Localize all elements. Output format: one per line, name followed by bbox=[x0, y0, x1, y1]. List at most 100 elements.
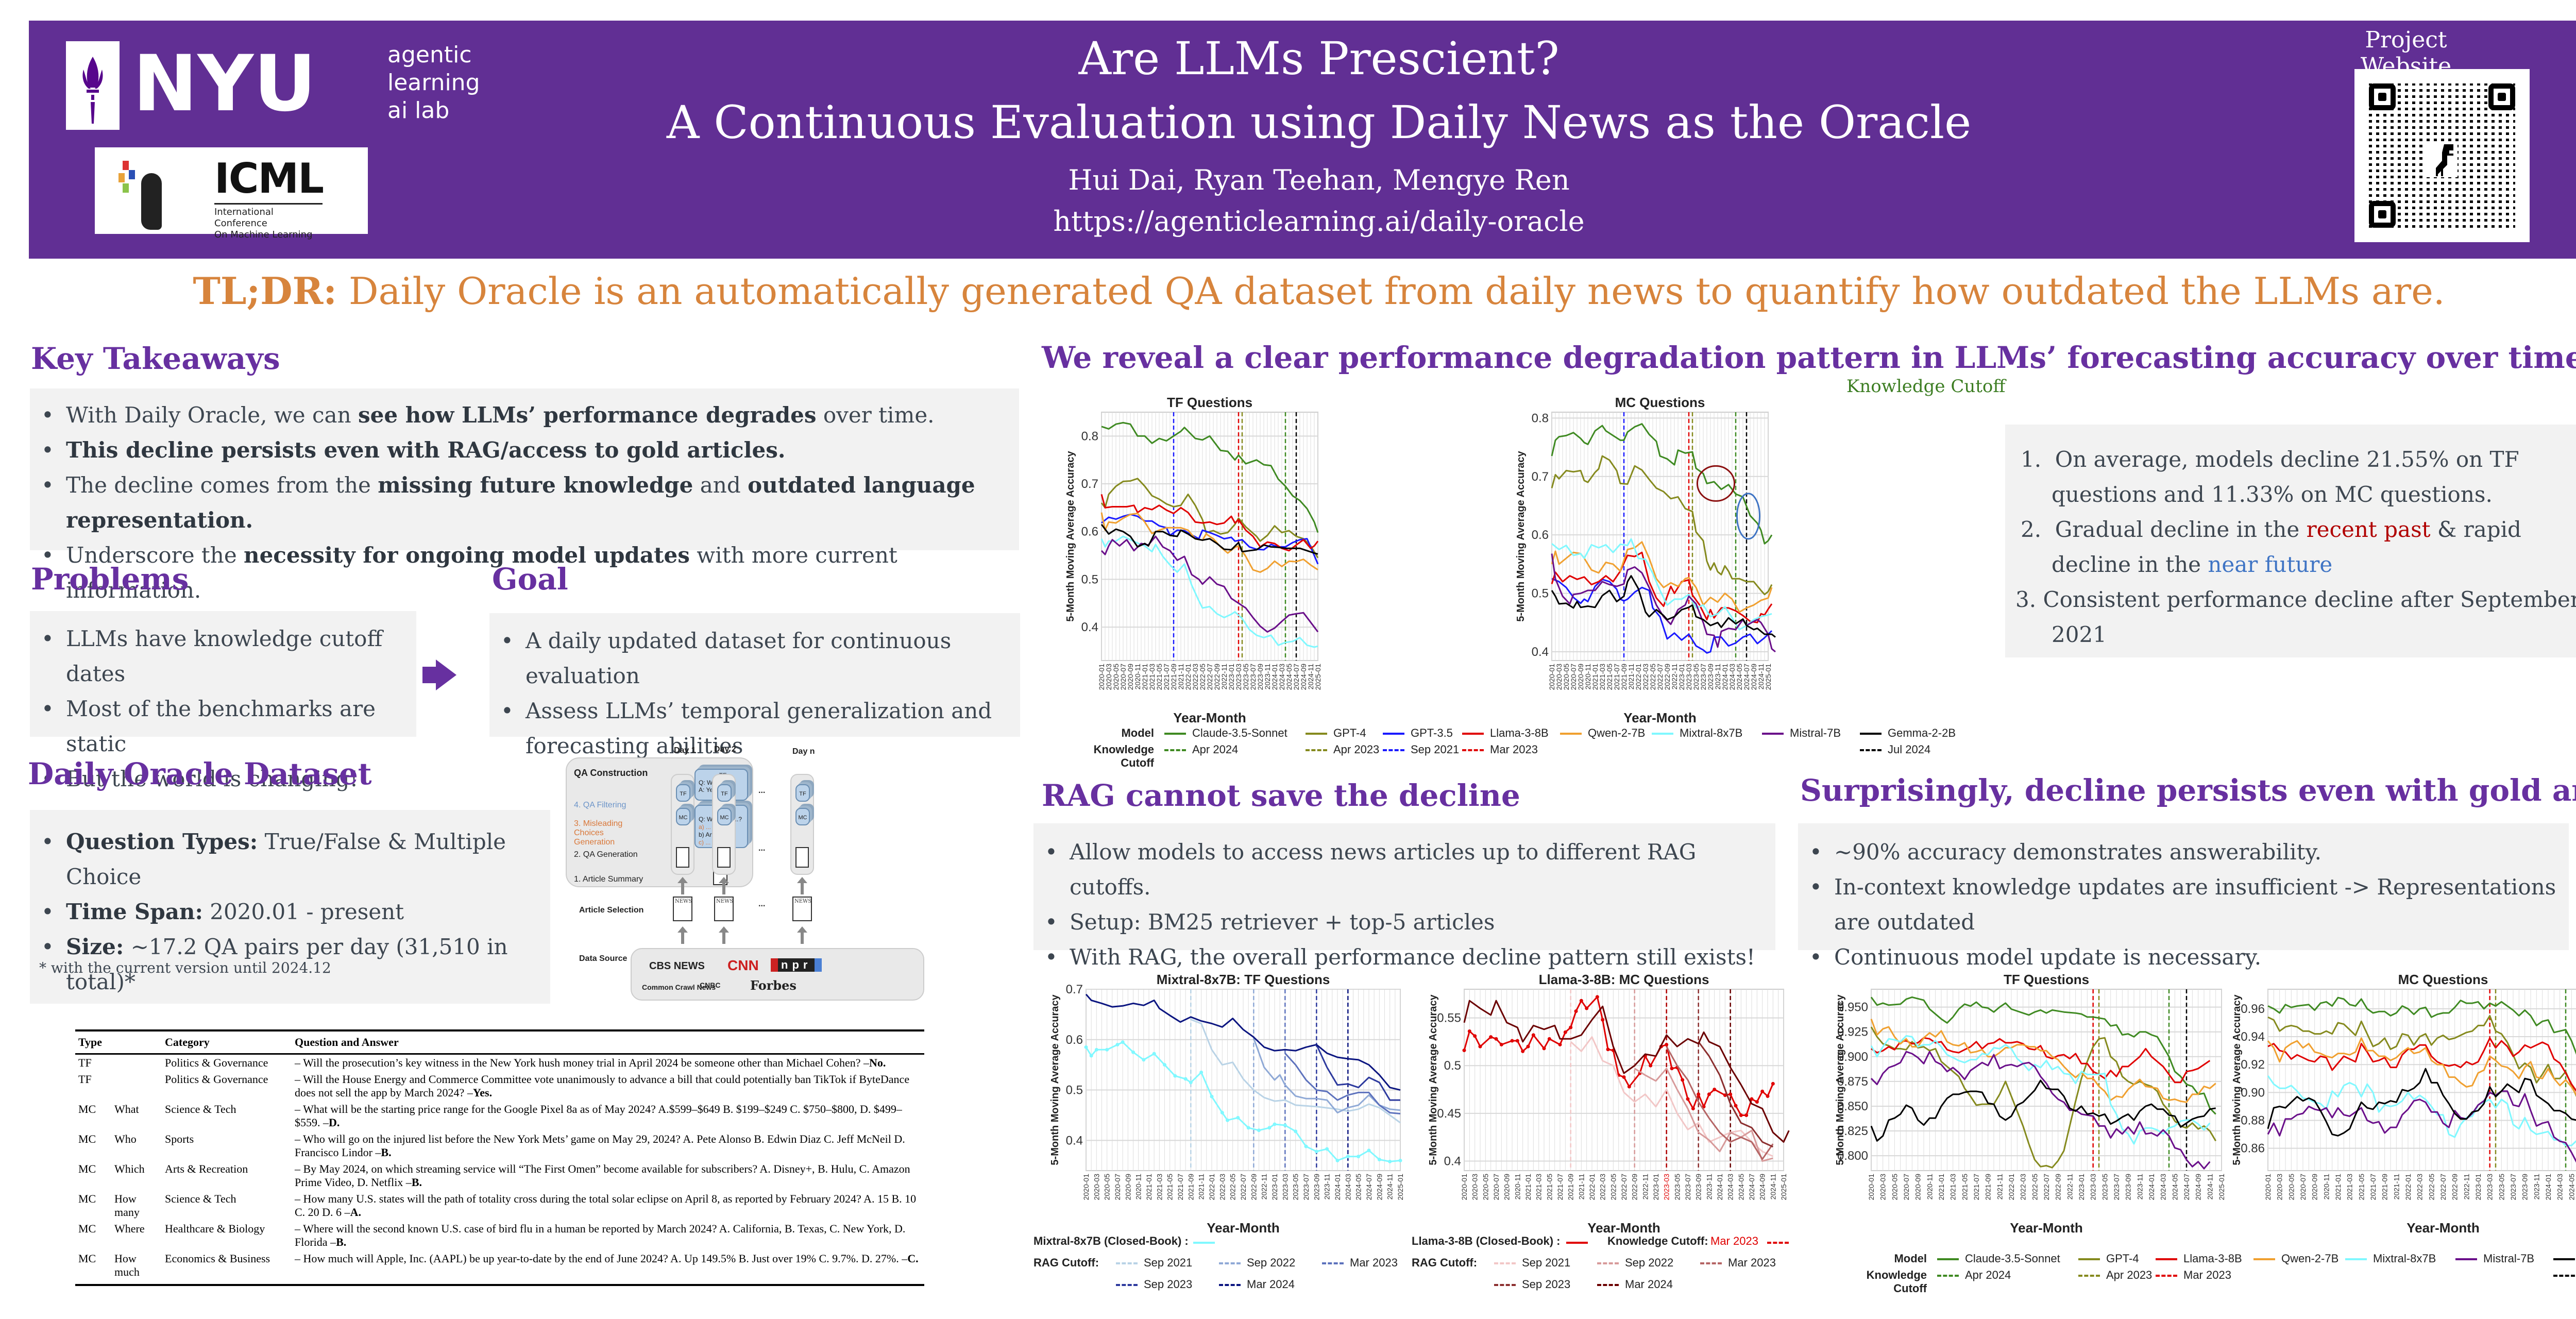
x-tick-label: 2022-05 bbox=[1198, 664, 1207, 690]
y-tick-label: 0.7 bbox=[1532, 470, 1549, 484]
legend-label: Sep 2023 bbox=[1522, 1278, 1571, 1291]
legend-item: Mistral-7B bbox=[2455, 1252, 2534, 1265]
x-tick-label: 2022-01 bbox=[1184, 664, 1192, 690]
series-line bbox=[1100, 512, 1318, 573]
table-body: TF Politics & Governance – Will the prosec… bbox=[75, 1054, 924, 1286]
question-text: – By May 2024, on which streaming servic… bbox=[295, 1162, 910, 1189]
text-bold: missing future knowledge bbox=[378, 472, 693, 498]
legend-item: Mar 2024 bbox=[1219, 1278, 1295, 1291]
x-tick-label: 2020-09 bbox=[1503, 1174, 1511, 1200]
x-tick-label: 2023-03 bbox=[1663, 1174, 1671, 1200]
x-tick-label: 2022-03 bbox=[2416, 1174, 2424, 1200]
series-line bbox=[2267, 996, 2576, 1055]
dashed-line-swatch bbox=[2553, 1275, 2575, 1277]
x-tick-label: 2023-05 bbox=[2100, 1174, 2109, 1200]
chart-title: MC Questions bbox=[2398, 972, 2488, 987]
subtype-cell bbox=[111, 1071, 162, 1101]
x-tick-label: 2024-01 bbox=[2147, 1174, 2156, 1200]
x-tick-label: 2020-05 bbox=[1112, 664, 1120, 690]
dashed-line-swatch bbox=[1937, 1275, 1959, 1277]
y-tick-label: 0.950 bbox=[1837, 1001, 1868, 1014]
x-tick-label: 2023-09 bbox=[1256, 664, 1264, 690]
subtype-cell: How many bbox=[114, 1192, 140, 1219]
x-tick-label: 2022-01 bbox=[1634, 664, 1642, 690]
x-tick-label: 2020-11 bbox=[1133, 664, 1142, 690]
tf-accuracy-chart: 0.4 0.5 0.6 0.7 0.8 2020-01 2020-03 2020-05 2020… bbox=[1064, 392, 1322, 726]
data-point bbox=[1152, 1052, 1156, 1056]
x-tick-label: 2020-07 bbox=[1569, 664, 1578, 690]
x-tick-label: 2023-05 bbox=[1673, 1174, 1681, 1200]
legend-label: Mixtral-8x7B bbox=[1680, 726, 1743, 739]
answer-text: D. bbox=[329, 1116, 340, 1129]
project-url[interactable]: https://agenticlearning.ai/daily-oracle bbox=[1053, 205, 1585, 238]
legend-title: Model bbox=[1894, 1252, 1927, 1265]
x-tick-label: 2020-11 bbox=[1584, 664, 1592, 690]
day-column: TF MC bbox=[712, 774, 736, 875]
dataset-item: Time Span: 2020.01 - present bbox=[30, 894, 550, 929]
solid-line-swatch bbox=[1860, 733, 1882, 735]
dashdot-line-swatch bbox=[1494, 1262, 1516, 1265]
text: The decline comes from the bbox=[66, 472, 378, 498]
x-axis-label: Year-Month bbox=[2010, 1220, 2083, 1236]
data-point bbox=[1734, 1104, 1738, 1108]
x-tick-label: 2023-03 bbox=[1685, 664, 1693, 690]
series-line bbox=[1870, 1035, 2211, 1145]
up-arrow-icon bbox=[719, 877, 729, 894]
solid-line-swatch bbox=[2078, 1258, 2100, 1261]
x-tick-label: 2023-01 bbox=[1270, 1174, 1279, 1200]
type-cell: TF bbox=[78, 1073, 92, 1086]
legend-label: Apr 2024 bbox=[1192, 743, 1239, 756]
x-tick-label: 2023-01 bbox=[1677, 664, 1686, 690]
legend-row: Sep 2023 Mar 2024 bbox=[1412, 1278, 1803, 1294]
legend-item: Claude-3.5-Sonnet bbox=[1937, 1252, 2060, 1265]
x-tick-label: 2023-11 bbox=[1323, 1174, 1331, 1200]
x-tick-label: 2022-11 bbox=[1641, 1174, 1649, 1200]
text-bold: This decline persists even with RAG/acce… bbox=[66, 437, 786, 463]
x-axis-label: Year-Month bbox=[1587, 1220, 1660, 1236]
cbs-news-logo: CBS NEWS bbox=[649, 960, 705, 972]
x-tick-label: 2024-11 bbox=[2206, 1174, 2214, 1200]
dashed-line-swatch bbox=[2156, 1275, 2177, 1277]
finding-text: Gradual decline in the bbox=[2055, 517, 2307, 542]
legend-item: Qwen-2-7B bbox=[1560, 726, 1645, 740]
question-text: – What will be the starting price range … bbox=[295, 1103, 902, 1129]
data-point bbox=[1558, 1042, 1562, 1046]
qr-code[interactable] bbox=[2354, 69, 2530, 242]
legend-label: Jul 2024 bbox=[1888, 743, 1931, 756]
x-tick-label: 2024-03 bbox=[1278, 664, 1286, 690]
x-tick-label: 2023-09 bbox=[2124, 1174, 2132, 1200]
legend-label: Sep 2022 bbox=[1247, 1256, 1296, 1269]
newspaper-title: NEWS bbox=[716, 899, 734, 904]
x-tick-label: 2023-07 bbox=[2112, 1174, 2121, 1200]
x-tick-label: 2020-01 bbox=[1867, 1174, 1875, 1200]
x-tick-label: 2021-01 bbox=[1145, 1174, 1153, 1200]
text: with more current information. bbox=[66, 543, 897, 603]
data-point bbox=[1163, 1063, 1166, 1067]
series-line bbox=[1252, 1038, 1401, 1114]
y-tick-label: 0.5 bbox=[1532, 587, 1549, 601]
degradation-heading: We reveal a clear performance degradatio… bbox=[1042, 340, 2576, 375]
x-tick-label: 2022-11 bbox=[1670, 664, 1679, 690]
data-point bbox=[1273, 1122, 1277, 1126]
chart-title: TF Questions bbox=[2004, 972, 2089, 987]
data-point bbox=[1115, 1043, 1120, 1047]
y-axis-label: 5-Month Moving Average Accuracy bbox=[1835, 994, 1846, 1165]
y-tick-label: 0.6 bbox=[1081, 525, 1098, 539]
tf-card: TF bbox=[717, 784, 732, 802]
legend-item: Apr 2024 bbox=[1937, 1269, 2011, 1282]
x-tick-label: 2021-11 bbox=[1177, 664, 1185, 690]
data-point bbox=[1697, 1092, 1701, 1096]
x-tick-label: 2022-09 bbox=[2451, 1174, 2459, 1200]
text: 2020.01 - present bbox=[202, 899, 404, 924]
x-tick-label: 2023-07 bbox=[1302, 1174, 1310, 1200]
icml-subtitle: International Conference On Machine Lear… bbox=[214, 203, 323, 241]
series-line bbox=[1463, 1000, 1790, 1143]
data-point bbox=[1226, 1118, 1229, 1122]
y-tick-label: 0.925 bbox=[1837, 1025, 1868, 1039]
x-tick-label: 2021-11 bbox=[1627, 664, 1635, 690]
text-bold: Question Types: bbox=[66, 829, 258, 854]
legend-row: Model Claude-3.5-Sonnet GPT-4 GPT-3.5 Llama-… bbox=[1061, 726, 2004, 743]
cnn-logo: CNN bbox=[727, 957, 759, 973]
x-tick-label: 2024-05 bbox=[1354, 1174, 1363, 1200]
dashed-line-swatch bbox=[1306, 749, 1327, 752]
